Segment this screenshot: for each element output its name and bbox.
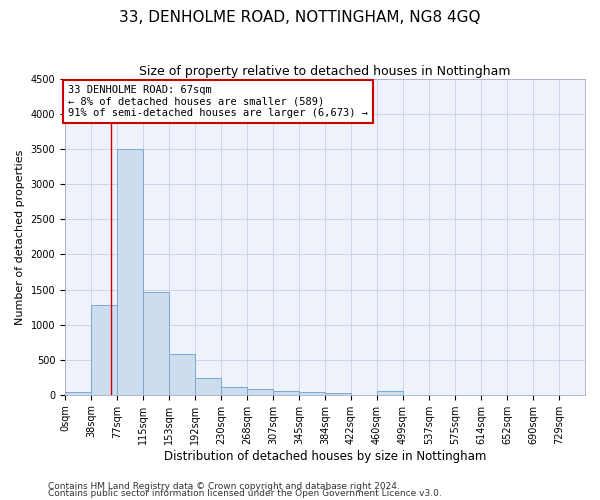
Bar [169,354,195,395]
Y-axis label: Number of detached properties: Number of detached properties [15,150,25,324]
Title: Size of property relative to detached houses in Nottingham: Size of property relative to detached ho… [139,65,511,78]
Bar [377,391,403,394]
Text: Contains public sector information licensed under the Open Government Licence v3: Contains public sector information licen… [48,490,442,498]
Bar [143,292,169,394]
Bar [221,387,247,394]
Bar [65,392,91,394]
Bar [247,389,273,394]
X-axis label: Distribution of detached houses by size in Nottingham: Distribution of detached houses by size … [164,450,486,462]
Text: 33 DENHOLME ROAD: 67sqm
← 8% of detached houses are smaller (589)
91% of semi-de: 33 DENHOLME ROAD: 67sqm ← 8% of detached… [68,85,368,118]
Bar [195,378,221,394]
Text: Contains HM Land Registry data © Crown copyright and database right 2024.: Contains HM Land Registry data © Crown c… [48,482,400,491]
Bar [273,391,299,394]
Bar [117,150,143,394]
Text: 33, DENHOLME ROAD, NOTTINGHAM, NG8 4GQ: 33, DENHOLME ROAD, NOTTINGHAM, NG8 4GQ [119,10,481,25]
Bar [91,305,117,394]
Bar [299,392,325,394]
Bar [325,392,351,394]
